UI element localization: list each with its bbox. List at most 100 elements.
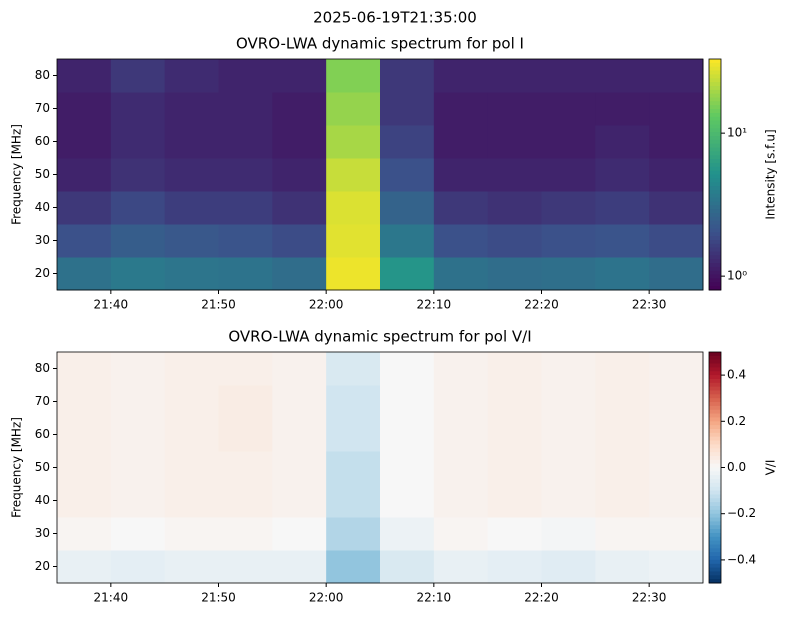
heatmap-cell (433, 517, 489, 551)
heatmap-cell (218, 59, 273, 93)
colorbar-tick-label: 10¹ (727, 126, 747, 140)
x-tick-label: 22:30 (632, 298, 667, 312)
panel-title: OVRO-LWA dynamic spectrum for pol V/I (228, 328, 531, 346)
heatmap-cell (595, 352, 650, 386)
colorbar-swatch (709, 448, 721, 453)
colorbar-swatch (709, 479, 721, 484)
colorbar-swatch (709, 232, 721, 237)
heatmap-cell (164, 550, 219, 584)
x-tick-label: 21:40 (94, 298, 129, 312)
colorbar-swatch (709, 243, 721, 249)
heatmap-cell (649, 59, 704, 93)
colorbar-frame (708, 58, 722, 291)
heatmap-cell (110, 550, 166, 584)
heatmap-cell (326, 418, 381, 452)
heatmap-cell (649, 385, 704, 419)
colorbar-tick-label: −0.2 (727, 506, 756, 520)
colorbar-swatch (709, 429, 721, 434)
colorbar-swatch (709, 255, 721, 260)
heatmap-cell (595, 59, 650, 93)
y-axis-label: Frequency [MHz] (10, 124, 24, 225)
heatmap-cell (595, 125, 650, 159)
heatmap-cell (595, 224, 650, 258)
heatmap-cell (164, 484, 219, 518)
heatmap-cell (57, 484, 112, 518)
colorbar-swatch (709, 220, 721, 226)
heatmap-cell (541, 224, 596, 258)
heatmap-cell (218, 158, 273, 192)
heatmap-cell (326, 517, 381, 551)
colorbar-swatch (709, 128, 721, 133)
colorbar-swatch (709, 101, 721, 106)
colorbar-swatch (709, 205, 721, 210)
colorbar-swatch (709, 490, 721, 495)
heatmap-cell (218, 352, 273, 386)
x-tick-label: 22:20 (524, 591, 559, 605)
heatmap-cell (164, 451, 219, 485)
colorbar-tick-label: 0.2 (727, 414, 746, 428)
colorbar-swatch (709, 536, 721, 542)
heatmap-cell (110, 158, 166, 192)
colorbar-swatch (709, 382, 721, 388)
x-tick-label: 22:10 (417, 298, 452, 312)
colorbar-swatch (709, 278, 721, 283)
heatmap-cell (649, 191, 704, 225)
colorbar-swatch (709, 548, 721, 553)
colorbar-swatch (709, 436, 721, 442)
colorbar-swatch (709, 182, 721, 187)
heatmap-cell (110, 191, 166, 225)
colorbar-swatch (709, 266, 721, 272)
colorbar-swatch (709, 440, 721, 445)
x-tick-label: 21:40 (94, 591, 129, 605)
heatmap-cell (164, 418, 219, 452)
colorbar-swatch (709, 567, 721, 572)
colorbar-swatch (709, 74, 721, 79)
heatmap-cell (57, 59, 112, 93)
colorbar-swatch (709, 521, 721, 526)
heatmap-cell (164, 92, 219, 126)
colorbar-swatch (709, 525, 721, 530)
colorbar-swatch (709, 475, 721, 480)
heatmap-cell (595, 484, 650, 518)
heatmap-cell (541, 92, 596, 126)
colorbar-swatch (709, 162, 721, 168)
heatmap-cell (326, 385, 381, 419)
colorbar-swatch (709, 120, 721, 125)
colorbar-swatch (709, 579, 721, 584)
heatmap-cell (380, 385, 435, 419)
heatmap-cell (164, 352, 219, 386)
heatmap-cell (57, 550, 112, 584)
colorbar-swatch (709, 359, 721, 365)
heatmap-cell (433, 451, 489, 485)
heatmap-cell (326, 484, 381, 518)
colorbar-swatch (709, 174, 721, 179)
heatmap-cell (218, 451, 273, 485)
colorbar-swatch (709, 263, 721, 268)
colorbar-swatch (709, 575, 721, 580)
colorbar-swatch (709, 62, 721, 68)
heatmap-cell (541, 451, 596, 485)
colorbar-swatch (709, 444, 721, 449)
x-tick-label: 22:20 (524, 298, 559, 312)
heatmap-cell (541, 352, 596, 386)
heatmap-cell (649, 92, 704, 126)
heatmap-cell (649, 550, 704, 584)
heatmap-cell (380, 484, 435, 518)
heatmap-cell (57, 352, 112, 386)
colorbar-swatch (709, 559, 721, 565)
figure-title: 2025-06-19T21:35:00 (313, 9, 477, 27)
heatmap-cell (164, 158, 219, 192)
colorbar-swatch (709, 363, 721, 368)
heatmap-cell (57, 224, 112, 258)
heatmap-cell (541, 484, 596, 518)
colorbar-swatch (709, 201, 721, 206)
heatmap-cell (433, 385, 489, 419)
heatmap-cell (110, 59, 166, 93)
colorbar-swatch (709, 189, 721, 195)
colorbar-swatch (709, 239, 721, 245)
x-tick-label: 21:50 (201, 298, 236, 312)
colorbar-swatch (709, 147, 721, 152)
heatmap-cell (380, 451, 435, 485)
heatmap-cell (487, 224, 542, 258)
colorbar-swatch (709, 425, 721, 430)
